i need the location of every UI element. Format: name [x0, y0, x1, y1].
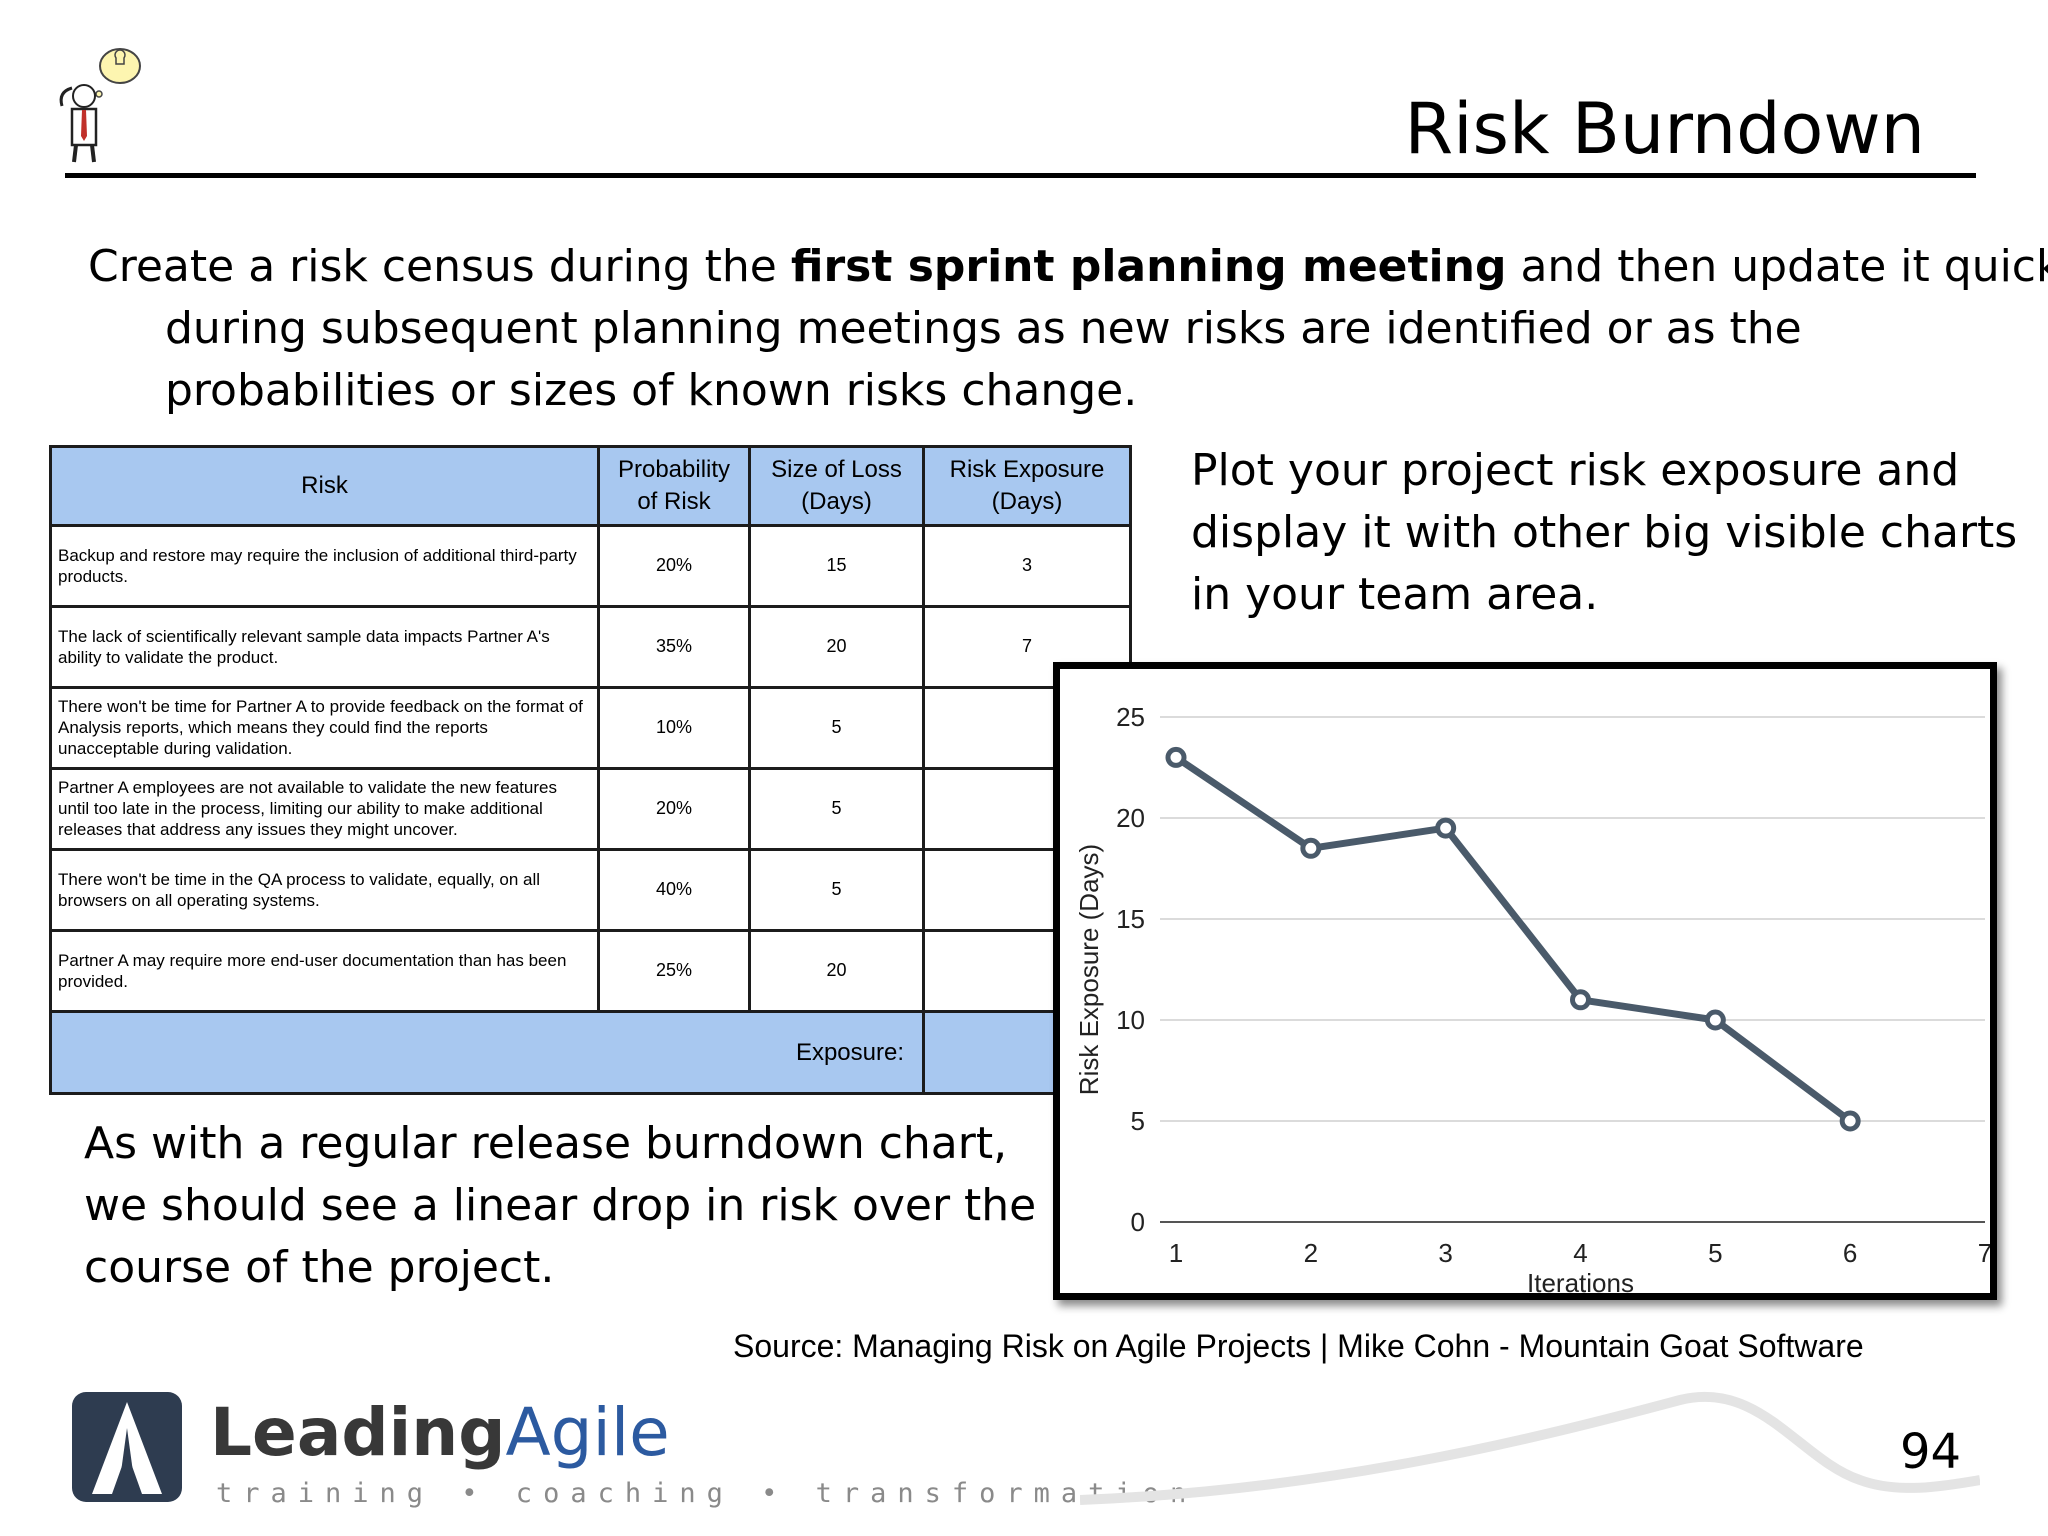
intro-text-part-1: Create a risk census during the: [88, 241, 791, 292]
leadingagile-logo-icon: [68, 1388, 186, 1506]
risk-description: Partner A may require more end-user docu…: [49, 928, 600, 1013]
y-tick-label: 25: [1116, 702, 1145, 732]
risk-burndown-chart: 0 5 10 15 20 25 1 2 3 4 5 6 7 Iterations Risk Exposure…: [1053, 662, 1997, 1300]
risk-description: There won't be time in the QA process to…: [49, 847, 600, 932]
header-size-line-2: (Days): [801, 488, 872, 515]
burndown-explanation: As with a regular release burndown chart…: [84, 1113, 1044, 1299]
table-row: Partner A employees are not available to…: [49, 766, 1132, 851]
plot-instructions: Plot your project risk exposure and disp…: [1191, 440, 2021, 626]
series-line: [1174, 754, 1853, 1124]
x-tick-label: 3: [1438, 1238, 1452, 1268]
chart-canvas: 0 5 10 15 20 25 1 2 3 4 5 6 7 Iterations Risk Exposure…: [1074, 702, 1990, 1293]
data-point: [1570, 989, 1591, 1011]
risk-size-of-loss: 20: [748, 604, 925, 689]
data-point: [1435, 817, 1457, 839]
y-tick-label: 20: [1116, 803, 1145, 833]
intro-bold-text: first sprint planning meeting: [790, 241, 1507, 292]
title-divider: [65, 173, 1976, 178]
header-size-line-1: Size of Loss: [771, 456, 902, 483]
intro-line-2: during subsequent planning meetings as n…: [165, 303, 1802, 354]
risk-exposure: 3: [922, 524, 1132, 608]
y-tick-label: 0: [1131, 1207, 1145, 1237]
logo-tagline: training • coaching • transformation: [216, 1478, 1198, 1509]
x-tick-label: 1: [1169, 1238, 1183, 1268]
table-header-row: Risk Probability of Risk Size of Loss (Day…: [49, 445, 1132, 527]
x-tick-label: 4: [1573, 1238, 1587, 1268]
risk-size-of-loss: 5: [748, 847, 925, 932]
risk-description: Partner A employees are not available to…: [49, 766, 600, 851]
x-axis-label: Iterations: [1527, 1268, 1634, 1293]
plot-instructions-line-1: Plot your project risk exposure and: [1191, 445, 1960, 496]
table-row: The lack of scientifically relevant samp…: [49, 604, 1132, 689]
data-point: [1300, 837, 1322, 859]
table-row: Backup and restore may require the inclu…: [49, 524, 1132, 608]
header-size-of-loss: Size of Loss (Days): [748, 445, 925, 527]
x-tick-label: 5: [1708, 1238, 1722, 1268]
risk-size-of-loss: 5: [748, 766, 925, 851]
table-row: There won't be time in the QA process to…: [49, 847, 1132, 932]
header-risk-exposure: Risk Exposure (Days): [922, 445, 1132, 527]
x-tick-label: 2: [1304, 1238, 1318, 1268]
y-tick-label: 5: [1131, 1106, 1145, 1136]
logo-word-leading: Leading: [210, 1394, 506, 1471]
intro-line-3: probabilities or sizes of known risks ch…: [165, 365, 1138, 416]
plot-instructions-line-2: display it with other big visible charts: [1191, 507, 2018, 558]
presenter-icon: [50, 44, 150, 164]
risk-size-of-loss: 20: [748, 928, 925, 1013]
header-exposure-line-2: (Days): [991, 488, 1063, 515]
intro-paragraph: Create a risk census during the first sp…: [88, 236, 2048, 422]
y-tick-label: 15: [1116, 904, 1145, 934]
logo-word-agile: Agile: [505, 1394, 670, 1471]
risk-probability: 35%: [597, 604, 751, 689]
header-risk-label: Risk: [301, 472, 348, 499]
y-axis-label: Risk Exposure (Days): [1074, 844, 1104, 1095]
y-tick-label: 10: [1116, 1005, 1145, 1035]
header-probability-line-2: of Risk: [637, 488, 711, 515]
intro-text-part-2: and then update it quickly: [1506, 241, 2048, 292]
risk-probability: 25%: [597, 928, 751, 1013]
data-point: [1839, 1110, 1861, 1132]
source-citation: Source: Managing Risk on Agile Projects …: [733, 1328, 1864, 1364]
risk-size-of-loss: 5: [748, 685, 925, 770]
header-risk: Risk: [49, 445, 600, 527]
header-exposure-line-1: Risk Exposure: [949, 456, 1105, 483]
risk-probability: 20%: [597, 524, 751, 608]
slide-title: Risk Burndown: [1404, 88, 1925, 170]
risk-census-table: Risk Probability of Risk Size of Loss (Day…: [49, 445, 1132, 1096]
total-exposure-label: Exposure:: [49, 1009, 925, 1096]
table-row: Partner A may require more end-user docu…: [49, 928, 1132, 1013]
table-row: There won't be time for Partner A to pro…: [49, 685, 1132, 770]
intro-line-1: Create a risk census during the first sp…: [88, 236, 2048, 298]
risk-probability: 10%: [597, 685, 751, 770]
risk-probability: 40%: [597, 847, 751, 932]
plot-instructions-line-3: in your team area.: [1191, 569, 1599, 620]
data-point: [1165, 746, 1187, 768]
x-tick-label: 6: [1843, 1238, 1857, 1268]
risk-size-of-loss: 15: [748, 524, 925, 608]
risk-description: There won't be time for Partner A to pro…: [49, 685, 600, 770]
data-point: [1704, 1009, 1726, 1031]
logo-wordmark: LeadingAgile: [210, 1393, 670, 1473]
footer-swoosh-decoration: [1080, 1391, 1980, 1505]
risk-probability: 20%: [597, 766, 751, 851]
burndown-explanation-line-2: we should see a linear drop in risk over…: [84, 1180, 1037, 1231]
x-tick-label: 7: [1978, 1238, 1990, 1268]
page-number: 94: [1900, 1424, 1962, 1480]
table-footer-row: Exposure: 18.5: [49, 1009, 1132, 1096]
risk-description: The lack of scientifically relevant samp…: [49, 604, 600, 689]
header-probability: Probability of Risk: [597, 445, 751, 527]
burndown-explanation-line-1: As with a regular release burndown chart…: [84, 1118, 1008, 1169]
header-probability-line-1: Probability: [617, 456, 731, 483]
risk-description: Backup and restore may require the inclu…: [49, 524, 600, 608]
burndown-explanation-line-3: course of the project.: [84, 1242, 555, 1293]
